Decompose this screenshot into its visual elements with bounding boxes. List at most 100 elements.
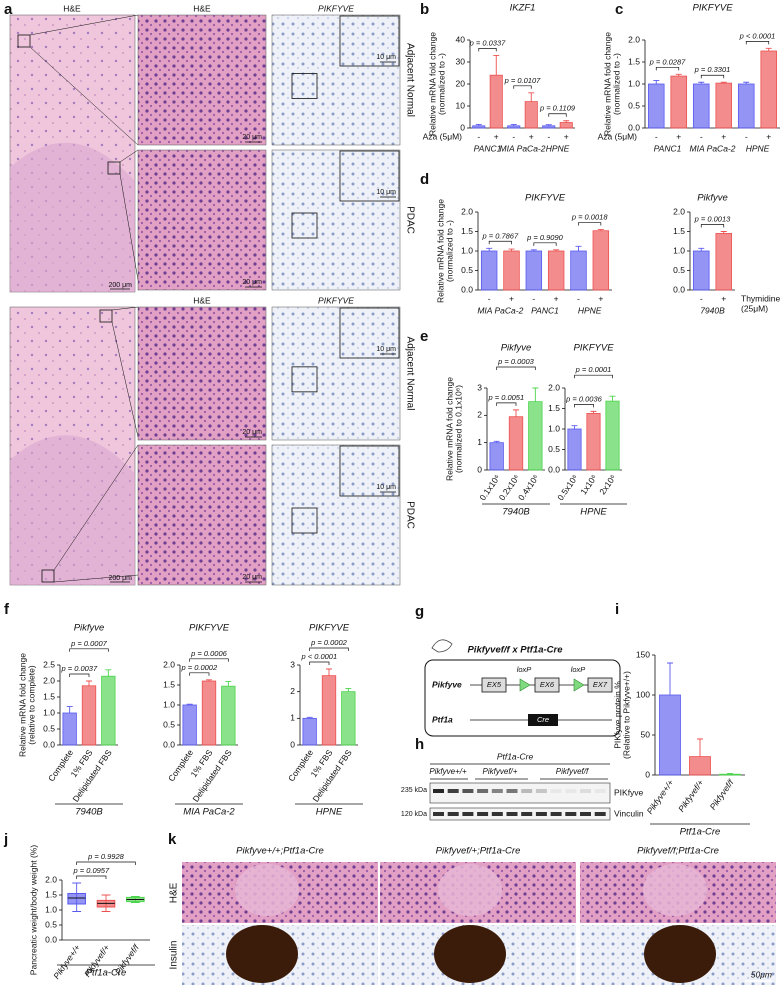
x-tick-label: - [488,293,491,303]
group-label: Ptf1a-Cre [497,751,534,761]
y-axis-label: (normalized to -) [436,53,446,115]
zoom-box [17,34,31,48]
error-bar [571,425,578,429]
insulin-stain [644,925,716,983]
blot-band [594,812,606,816]
scale-bar-label: 200 μm [109,282,133,289]
y-tick-label: 0.0 [43,739,55,749]
y-tick-label: 0.0 [461,284,473,294]
bar [586,413,601,471]
marker-label: 120 kDa [401,811,427,818]
x-tick-label: 0.5x10⁶ [555,473,580,503]
x-axis-label: Ptf1a-Cre [86,968,127,979]
significance-bracket [548,113,567,117]
group-label: HPNE [578,305,602,315]
significance-bracket [533,242,557,246]
bar [525,250,543,291]
y-tick-label: 0.0 [163,739,175,749]
group-label: 7940B [700,305,725,315]
insulin-stain [434,925,506,983]
error-bar [720,81,727,84]
error-bar [698,247,705,251]
group-label: MIA PaCa-2 [690,143,736,153]
error-bar [765,47,772,51]
y-axis-label: PIKfyve protein % [612,681,622,749]
p-value: p = 0.7867 [481,231,518,240]
significance-bracket [513,85,532,89]
p-value: p = 0.0013 [694,214,731,223]
scale-bar-label: 50μm [751,969,772,979]
panel-label: f [4,601,10,618]
y-axis-label: (normalized to -) [444,220,454,282]
y-tick-label: 0 [290,739,295,749]
ihc-zoom-box [291,507,318,534]
ihc-zoom-box [291,73,318,99]
y-tick-label: 1.5 [461,226,473,236]
error-bar [575,245,582,251]
error-bar [105,669,112,677]
error-bar [720,231,727,234]
scale-bar-label: 200 μm [109,575,133,582]
blot-band [521,812,533,816]
bar [507,125,521,129]
x-axis-label: HPNE [316,807,343,818]
bar [528,401,543,471]
chart-title: Pikfyve [74,623,105,634]
error-bar [667,662,673,695]
column-header: PIKFYVE [318,3,354,13]
group-label: MIA PaCa-2 [500,143,546,153]
error-bar [675,73,682,77]
p-value: p = 0.0018 [571,213,608,222]
insulin-stain [226,925,298,983]
blot [429,782,611,804]
panel-label: j [3,831,8,848]
protein-label: Vinculin [614,808,644,818]
p-value: p < 0.0001 [300,652,337,661]
significance-bracket [76,875,107,879]
y-tick-label: 3 [290,659,295,669]
x-tick-label: - [532,293,535,303]
y-tick-label: 1.0 [43,707,55,717]
y-tick-label: 1.5 [628,56,640,66]
y-tick-label: 2.5 [43,659,55,669]
blot-band [433,789,444,793]
bar [547,250,565,291]
p-value: p = 0.9928 [87,852,124,861]
he-image [137,14,267,146]
y-tick-label: 1.5 [673,226,685,236]
row-label: H&E [169,882,180,903]
y-tick-label: 2 [290,686,295,696]
p-value: p = 0.0007 [70,639,107,648]
error-bar [743,81,750,84]
he-image [137,149,267,291]
y-tick-label: 1.0 [461,245,473,255]
p-value: p = 0.0001 [575,365,612,374]
bar [592,230,610,291]
blot-band [535,812,547,816]
zoom-connector [29,46,139,146]
error-bar [532,387,539,402]
y-tick-label: 1.5 [163,679,175,689]
column-header: PIKFYVE [318,295,354,305]
y-tick-label: 0.5 [673,265,685,275]
bar [567,428,582,471]
p-value: p = 0.0051 [487,393,524,402]
blot-band [477,812,489,816]
scale-bar-label: 20 μm [242,574,262,581]
mouse-icon [431,639,453,653]
error-bar [486,247,493,251]
y-axis-label: Relative mRNA fold change [17,653,27,757]
bar [689,756,711,776]
y-axis-label: (normalized to -) [611,53,621,115]
blot-band [565,789,577,793]
y-tick-label: 100 [636,689,650,699]
scale-bar-label: 10 μm [376,54,396,61]
exon [587,677,613,693]
panel-label: e [420,328,428,345]
y-tick-label: 2.0 [461,206,473,216]
bar [201,680,217,746]
significance-bracket [574,374,613,379]
y-tick-label: 2.0 [548,382,560,392]
blot-band [535,789,547,793]
